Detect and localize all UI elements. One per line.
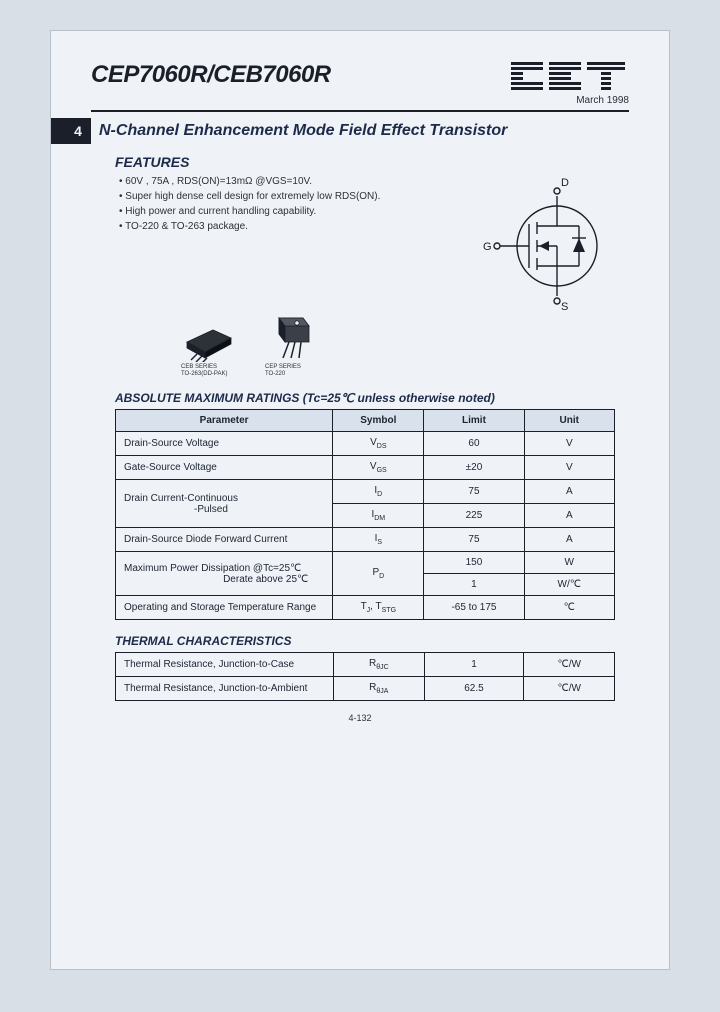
- feature-item: TO-220 & TO-263 package.: [119, 221, 467, 232]
- thermal-title: THERMAL CHARACTERISTICS: [115, 634, 629, 648]
- cell-param: Thermal Resistance, Junction-to-Case: [116, 653, 334, 677]
- cell-param: Drain-Source Voltage: [116, 432, 333, 456]
- cell-symbol: IDM: [333, 504, 424, 528]
- table-header-row: Parameter Symbol Limit Unit: [116, 410, 615, 432]
- subtitle-row: 4 N-Channel Enhancement Mode Field Effec…: [91, 118, 629, 144]
- part-number: CEP7060R/CEB7060R: [91, 61, 331, 89]
- cell-unit: ℃/W: [524, 677, 615, 701]
- cell-unit: ℃/W: [524, 653, 615, 677]
- cell-unit: V: [524, 432, 614, 456]
- cet-logo: [509, 61, 629, 93]
- feature-item: 60V , 75A , RDS(ON)=13mΩ @VGS=10V.: [119, 176, 467, 187]
- table-row: Maximum Power Dissipation @Tc=25℃ Derate…: [116, 552, 615, 574]
- features-title: FEATURES: [115, 154, 629, 170]
- table-row: Thermal Resistance, Junction-to-Ambient …: [116, 677, 615, 701]
- pkg-ceb-line2: TO-263(DD-PAK): [181, 371, 237, 378]
- pin-g-label: G: [483, 241, 492, 253]
- table-row: Gate-Source Voltage VGS ±20 V: [116, 456, 615, 480]
- package-cep: CEP SERIES TO-220: [265, 314, 315, 377]
- cell-param: Maximum Power Dissipation @Tc=25℃ Derate…: [116, 552, 333, 596]
- cell-limit: 225: [424, 504, 524, 528]
- cell-limit: 75: [424, 528, 524, 552]
- table-row: Thermal Resistance, Junction-to-Case RθJ…: [116, 653, 615, 677]
- cell-param: Drain Current-Continuous -Pulsed: [116, 480, 333, 528]
- pkg-cep-line2: TO-220: [265, 371, 315, 378]
- features-list: 60V , 75A , RDS(ON)=13mΩ @VGS=10V. Super…: [91, 176, 467, 236]
- header-rule: [91, 110, 629, 112]
- cell-symbol: VGS: [333, 456, 424, 480]
- th-parameter: Parameter: [116, 410, 333, 432]
- cell-param: Gate-Source Voltage: [116, 456, 333, 480]
- table-row: Drain-Source Diode Forward Current IS 75…: [116, 528, 615, 552]
- date: March 1998: [509, 95, 629, 106]
- cell-limit: 75: [424, 480, 524, 504]
- cell-limit: 150: [424, 552, 524, 574]
- ratings-title: ABSOLUTE MAXIMUM RATINGS (Tc=25℃ unless …: [115, 391, 629, 405]
- subtitle: N-Channel Enhancement Mode Field Effect …: [99, 122, 507, 140]
- cell-limit: 60: [424, 432, 524, 456]
- section-tab: 4: [51, 118, 91, 144]
- logo-block: March 1998: [509, 61, 629, 106]
- feature-item: High power and current handling capabili…: [119, 206, 467, 217]
- table-row: Drain Current-Continuous -Pulsed ID 75 A: [116, 480, 615, 504]
- cell-symbol: IS: [333, 528, 424, 552]
- cell-unit: ℃: [524, 596, 614, 620]
- th-symbol: Symbol: [333, 410, 424, 432]
- cell-limit: ±20: [424, 456, 524, 480]
- cell-param: Drain-Source Diode Forward Current: [116, 528, 333, 552]
- th-unit: Unit: [524, 410, 614, 432]
- cell-param: Thermal Resistance, Junction-to-Ambient: [116, 677, 334, 701]
- feature-item: Super high dense cell design for extreme…: [119, 191, 467, 202]
- mosfet-symbol: D G S: [479, 176, 629, 306]
- table-row: Operating and Storage Temperature Range …: [116, 596, 615, 620]
- cell-symbol: RθJA: [334, 677, 424, 701]
- datasheet-page: CEP7060R/CEB7060R: [50, 30, 670, 970]
- packages-row: CEB SERIES TO-263(DD-PAK) CEP SERIES TO-…: [181, 314, 629, 377]
- to220-icon: [265, 314, 315, 362]
- cell-param: Operating and Storage Temperature Range: [116, 596, 333, 620]
- cell-limit: 1: [424, 574, 524, 596]
- pin-s-label: S: [561, 301, 568, 311]
- ratings-table: Parameter Symbol Limit Unit Drain-Source…: [115, 409, 615, 620]
- cell-symbol: PD: [333, 552, 424, 596]
- pkg-cep-line1: CEP SERIES: [265, 364, 315, 371]
- pkg-ceb-line1: CEB SERIES: [181, 364, 237, 371]
- header-row: CEP7060R/CEB7060R: [91, 61, 629, 106]
- cell-limit: 1: [424, 653, 524, 677]
- cell-unit: A: [524, 480, 614, 504]
- table-row: Drain-Source Voltage VDS 60 V: [116, 432, 615, 456]
- cell-unit: W: [524, 552, 614, 574]
- cell-unit: V: [524, 456, 614, 480]
- cell-symbol: TJ, TSTG: [333, 596, 424, 620]
- cell-unit: W/℃: [524, 574, 614, 596]
- cell-unit: A: [524, 528, 614, 552]
- cell-limit: -65 to 175: [424, 596, 524, 620]
- cell-limit: 62.5: [424, 677, 524, 701]
- pin-d-label: D: [561, 177, 569, 189]
- thermal-table: Thermal Resistance, Junction-to-Case RθJ…: [115, 652, 615, 701]
- package-ceb: CEB SERIES TO-263(DD-PAK): [181, 322, 237, 377]
- th-limit: Limit: [424, 410, 524, 432]
- cell-symbol: ID: [333, 480, 424, 504]
- cell-unit: A: [524, 504, 614, 528]
- cell-symbol: RθJC: [334, 653, 424, 677]
- features-block: 60V , 75A , RDS(ON)=13mΩ @VGS=10V. Super…: [91, 176, 629, 306]
- page-number: 4-132: [91, 713, 629, 723]
- cell-symbol: VDS: [333, 432, 424, 456]
- to263-icon: [181, 322, 237, 362]
